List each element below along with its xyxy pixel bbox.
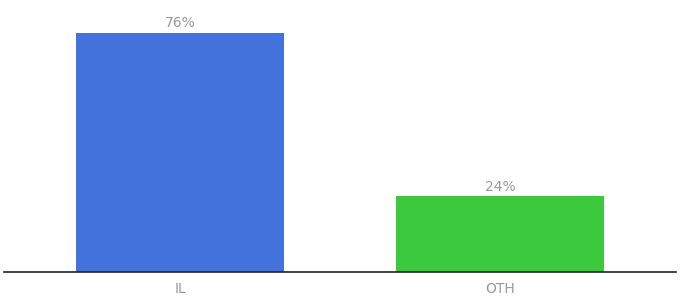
Text: 24%: 24%: [485, 180, 515, 194]
Bar: [396, 196, 604, 272]
Text: 76%: 76%: [165, 16, 195, 30]
Bar: [76, 32, 284, 272]
